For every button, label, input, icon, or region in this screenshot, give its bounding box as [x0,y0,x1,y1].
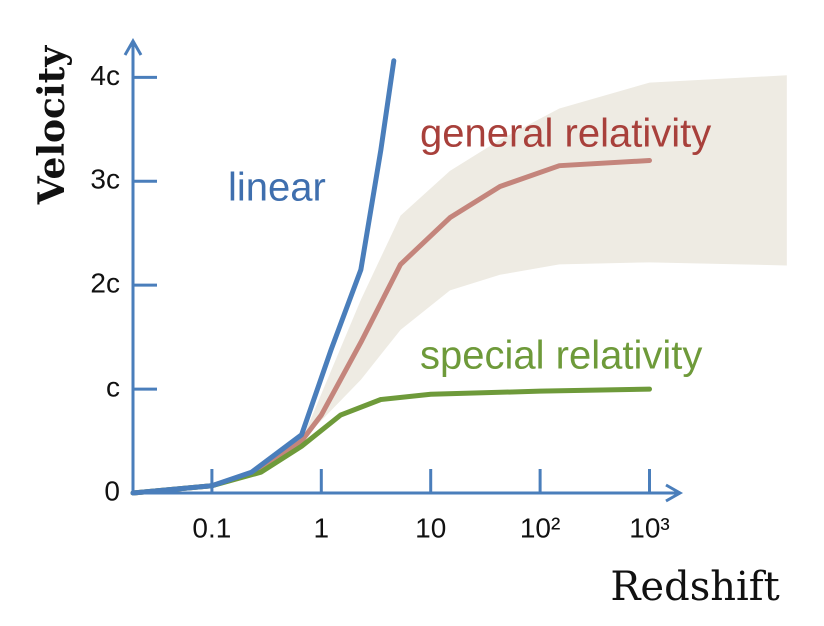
x-tick-label: 10² [520,512,560,543]
y-tick-label: 4c [90,60,120,91]
y-tick-label: 3c [90,164,120,195]
y-axis-label: Velocity [31,45,73,205]
series-label: special relativity [420,334,702,378]
uncertainty-band [301,75,787,442]
y-tick-label: 0 [104,475,120,506]
series-label: general relativity [420,112,711,156]
y-axis-arrow [123,37,143,56]
x-tick-label: 10 [415,512,446,543]
y-tick-label: c [106,371,120,402]
x-axis-arrow [665,483,684,503]
series-line [130,58,397,496]
series-label: linear [228,166,326,210]
y-tick-label: 2c [90,268,120,299]
x-tick-label: 1 [314,512,330,543]
x-tick-label: 0.1 [192,512,231,543]
x-tick-label: 10³ [629,512,669,543]
x-axis-label: Redshift [610,564,779,610]
